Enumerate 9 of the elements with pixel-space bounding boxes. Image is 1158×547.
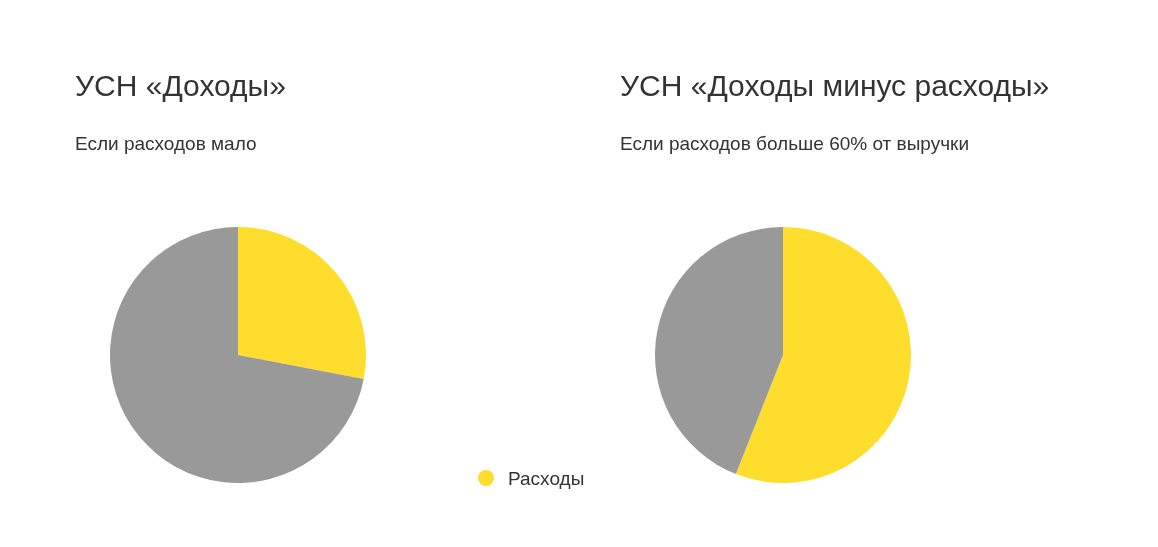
chart-subtitle: Если расходов больше 60% от выручки <box>620 133 970 154</box>
legend-label: Расходы <box>508 468 585 489</box>
chart-title: УСН «Доходы» <box>75 69 286 102</box>
pie-slice <box>238 227 366 379</box>
pie-slice <box>735 227 911 483</box>
pie-slice <box>110 227 364 483</box>
pie-slice <box>655 227 783 475</box>
chart-subtitle: Если расходов мало <box>75 133 257 154</box>
chart-title: УСН «Доходы минус расходы» <box>620 69 1050 102</box>
